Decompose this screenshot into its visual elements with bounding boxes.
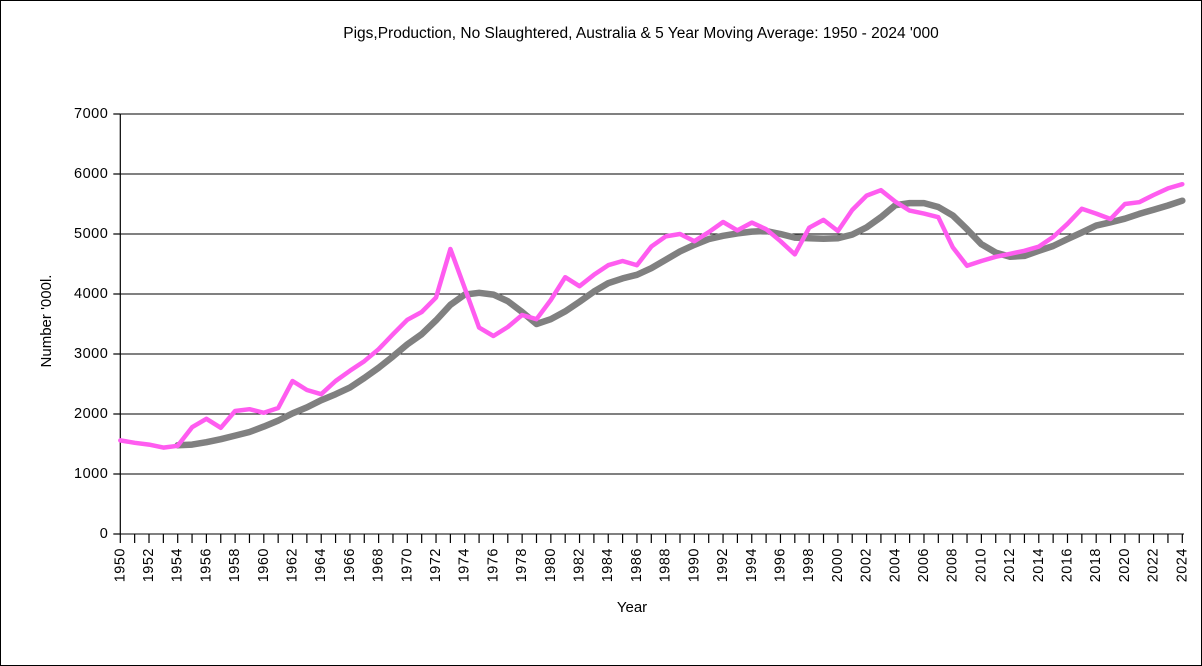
x-tick-label: 1964 bbox=[313, 548, 329, 582]
x-tick-label: 1974 bbox=[457, 548, 473, 582]
x-tick-label: 1972 bbox=[428, 548, 444, 582]
x-tick-label: 2022 bbox=[1146, 548, 1162, 582]
x-tick-label: 1966 bbox=[342, 548, 358, 582]
x-tick-label: 1996 bbox=[772, 548, 788, 582]
x-tick-label: 1960 bbox=[256, 548, 272, 582]
x-axis-title: Year bbox=[617, 599, 647, 616]
y-tick-label: 5000 bbox=[74, 226, 108, 242]
x-tick-label: 2002 bbox=[859, 548, 875, 582]
x-tick-label: 1986 bbox=[629, 548, 645, 582]
x-tick-label: 2006 bbox=[916, 548, 932, 582]
y-tick-label: 0 bbox=[100, 526, 109, 542]
x-tick-label: 2020 bbox=[1117, 548, 1133, 582]
x-tick-label: 1994 bbox=[744, 548, 760, 582]
x-tick-label: 1978 bbox=[514, 548, 530, 582]
y-tick-label: 3000 bbox=[74, 346, 108, 362]
x-tick-label: 1982 bbox=[572, 548, 588, 582]
x-tick-label: 1992 bbox=[715, 548, 731, 582]
x-tick-label: 1950 bbox=[112, 548, 128, 582]
x-tick-label: 2024 bbox=[1174, 548, 1190, 582]
y-tick-label: 2000 bbox=[74, 406, 108, 422]
x-tick-label: 1976 bbox=[485, 548, 501, 582]
x-tick-label: 1980 bbox=[543, 548, 559, 582]
x-tick-label: 1970 bbox=[399, 548, 415, 582]
y-tick-label: 7000 bbox=[74, 106, 108, 122]
x-tick-label: 2014 bbox=[1031, 548, 1047, 582]
x-tick-label: 1952 bbox=[141, 548, 157, 582]
x-tick-label: 1998 bbox=[801, 548, 817, 582]
x-tick-label: 1954 bbox=[170, 548, 186, 582]
chart-title: Pigs,Production, No Slaughtered, Austral… bbox=[343, 25, 939, 42]
x-tick-label: 1962 bbox=[285, 548, 301, 582]
x-tick-label: 1990 bbox=[686, 548, 702, 582]
x-tick-label: 1984 bbox=[600, 548, 616, 582]
x-tick-label: 1956 bbox=[198, 548, 214, 582]
x-tick-label: 2004 bbox=[887, 548, 903, 582]
x-tick-label: 1968 bbox=[371, 548, 387, 582]
y-tick-label: 4000 bbox=[74, 286, 108, 302]
y-tick-label: 1000 bbox=[74, 466, 108, 482]
y-tick-label: 6000 bbox=[74, 166, 108, 182]
x-tick-label: 2018 bbox=[1088, 548, 1104, 582]
x-tick-label: 2012 bbox=[1002, 548, 1018, 582]
moving-average-line bbox=[174, 197, 1186, 449]
x-tick-label: 1958 bbox=[227, 548, 243, 582]
y-axis-title: Number '000l. bbox=[38, 275, 55, 368]
pigs-series-line bbox=[118, 181, 1185, 450]
x-tick-label: 2008 bbox=[945, 548, 961, 582]
x-tick-label: 2000 bbox=[830, 548, 846, 582]
x-tick-label: 2010 bbox=[973, 548, 989, 582]
x-tick-label: 1988 bbox=[658, 548, 674, 582]
x-tick-label: 2016 bbox=[1059, 548, 1075, 582]
plot-area: 0 1000 2000 3000 4000 5000 6000 7000 1950 1952 195… bbox=[74, 106, 1190, 582]
